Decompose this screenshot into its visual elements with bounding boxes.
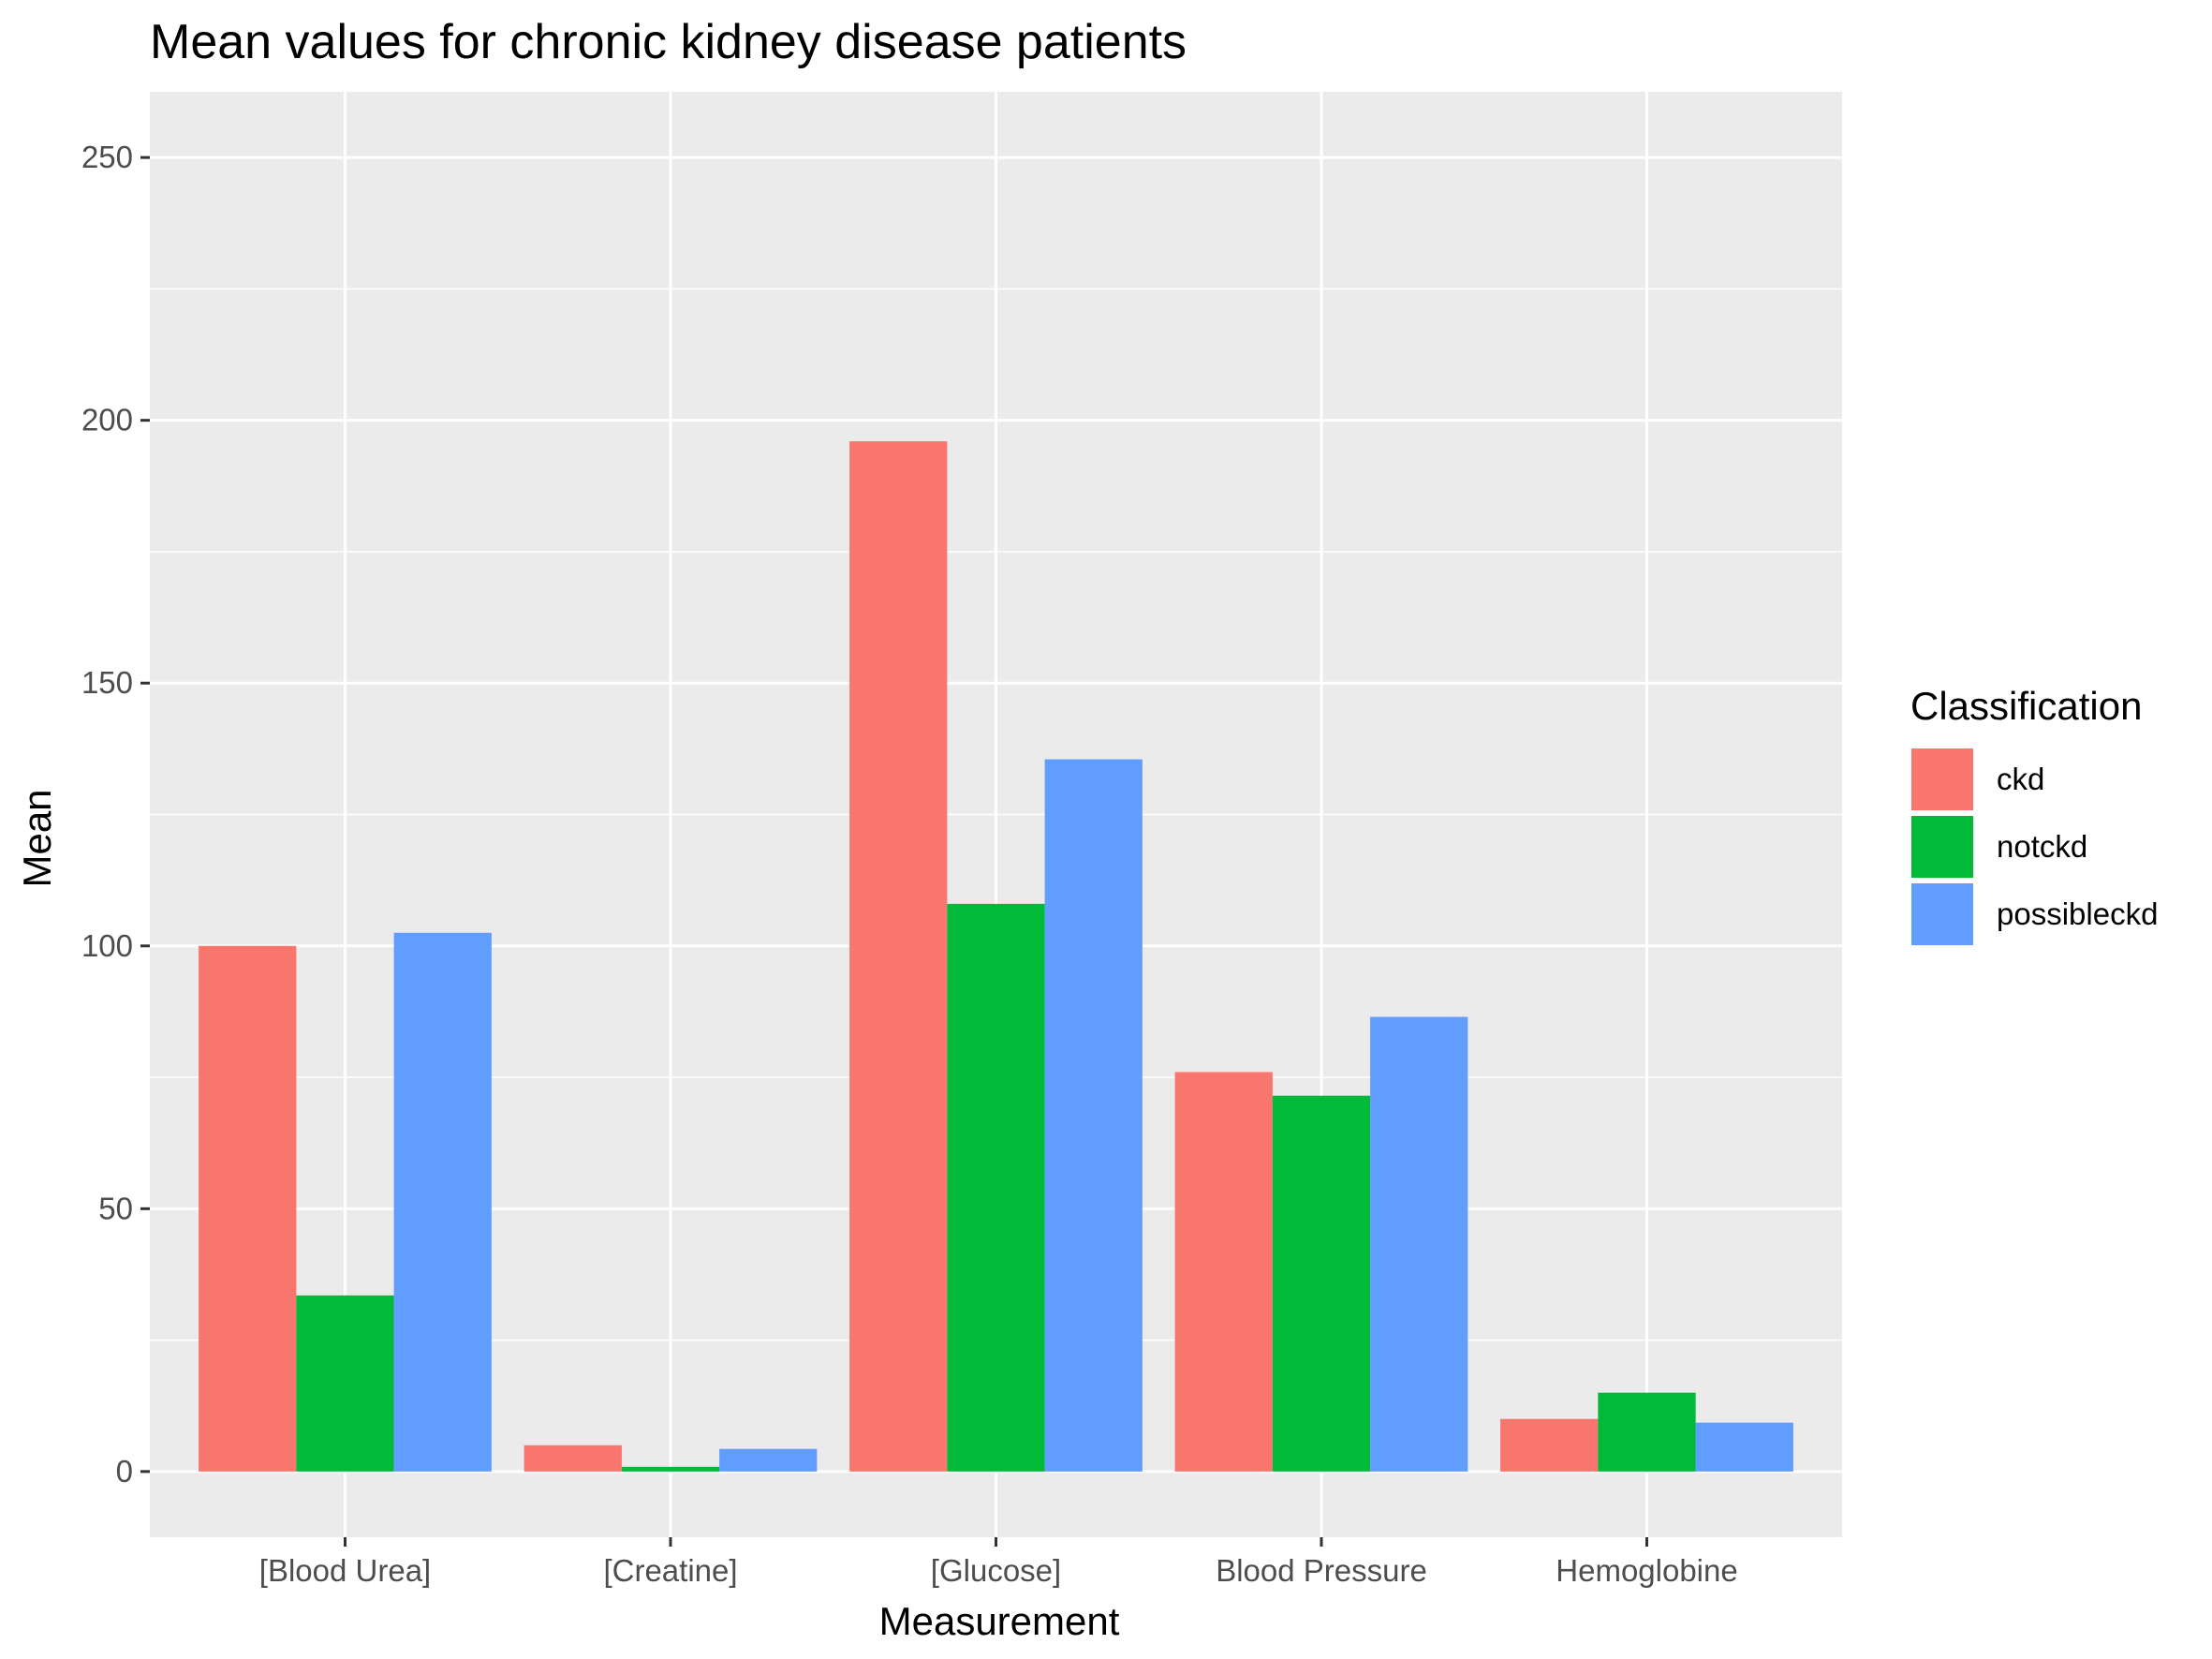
bar-possibleckd <box>393 932 492 1472</box>
bar-possibleckd <box>1044 759 1143 1472</box>
legend-label-possibleckd: possibleckd <box>1997 896 2158 931</box>
chart-title: Mean values for chronic kidney disease p… <box>150 15 1187 69</box>
x-tick-label: [Blood Urea] <box>259 1553 431 1588</box>
bar-ckd <box>524 1444 622 1472</box>
y-tick-label: 0 <box>116 1454 133 1489</box>
bar-ckd <box>1500 1418 1599 1472</box>
bar-notckd <box>947 903 1045 1472</box>
x-axis-title: Measurement <box>879 1599 1120 1643</box>
x-axis: [Blood Urea] [Creatine] [Glucose] Blood Pre… <box>259 1537 1738 1588</box>
bar-ckd <box>849 441 948 1472</box>
bars-group <box>199 441 1793 1472</box>
bar-notckd <box>1598 1392 1696 1472</box>
x-tick-label: Blood Pressure <box>1216 1553 1427 1588</box>
y-tick-label: 150 <box>81 665 133 700</box>
y-tick-label: 50 <box>98 1191 133 1225</box>
legend-key-ckd <box>1910 747 1975 812</box>
legend-key-notckd <box>1910 814 1975 880</box>
x-tick-label: [Creatine] <box>603 1553 737 1588</box>
x-tick-label: Hemoglobine <box>1556 1553 1737 1588</box>
bar-ckd <box>199 945 297 1472</box>
y-axis-title: Mean <box>15 789 59 887</box>
bar-notckd <box>1272 1095 1371 1472</box>
legend-key-possibleckd <box>1910 881 1975 947</box>
y-tick-label: 200 <box>81 403 133 437</box>
y-tick-label: 100 <box>81 928 133 963</box>
bar-possibleckd <box>1695 1422 1793 1472</box>
bar-notckd <box>296 1295 394 1472</box>
y-tick-label: 250 <box>81 140 133 174</box>
legend-title: Classification <box>1910 684 2142 728</box>
bar-possibleckd <box>1370 1016 1468 1472</box>
x-tick-label: [Glucose] <box>931 1553 1061 1588</box>
legend-label-notckd: notckd <box>1997 829 2087 864</box>
legend-label-ckd: ckd <box>1997 762 2044 796</box>
bar-notckd <box>621 1466 720 1472</box>
legend: Classification ckd notckd possibleckd <box>1910 684 2158 947</box>
y-axis: 0 50 100 150 200 250 <box>81 140 150 1489</box>
bar-ckd <box>1174 1072 1273 1472</box>
bar-possibleckd <box>719 1448 818 1472</box>
